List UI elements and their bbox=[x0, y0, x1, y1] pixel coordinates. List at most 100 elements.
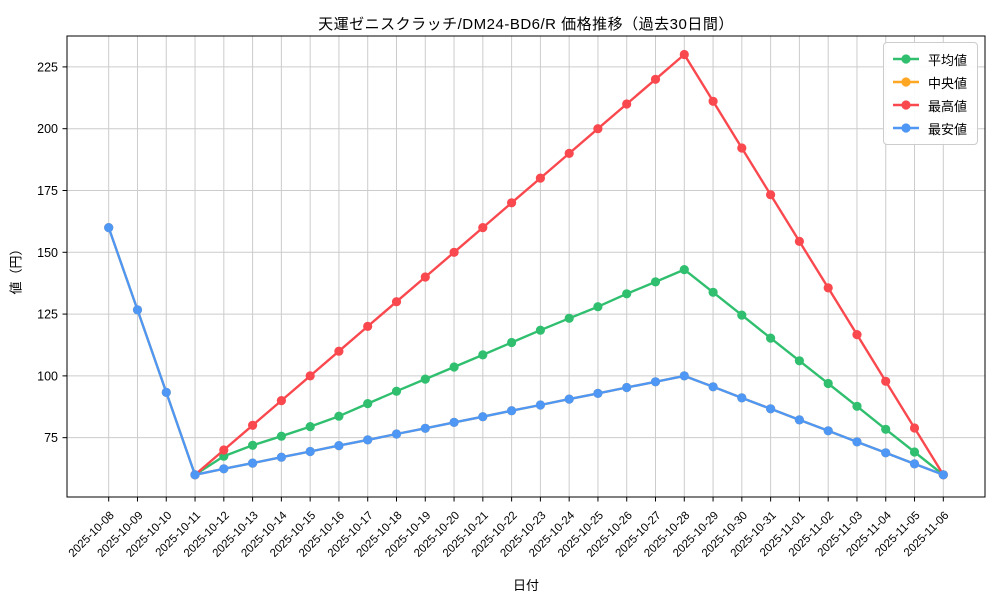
data-point-最高値 bbox=[737, 143, 747, 153]
data-point-平均値 bbox=[593, 302, 603, 312]
y-tick-label: 75 bbox=[44, 431, 58, 445]
data-point-最高値 bbox=[420, 272, 430, 282]
data-point-最安値 bbox=[679, 371, 689, 381]
data-point-平均値 bbox=[478, 350, 488, 360]
data-point-最高値 bbox=[391, 297, 402, 307]
data-point-最安値 bbox=[766, 404, 776, 414]
data-point-最安値 bbox=[650, 377, 661, 387]
data-point-最高値 bbox=[305, 371, 315, 381]
data-point-平均値 bbox=[852, 401, 862, 411]
legend-item-max[interactable]: 最高値 bbox=[891, 94, 967, 116]
data-point-最高値 bbox=[794, 236, 805, 246]
data-point-最高値 bbox=[535, 173, 546, 183]
data-point-最安値 bbox=[104, 223, 114, 233]
legend: 平均値 中央値 最高値 最安値 bbox=[882, 42, 978, 145]
data-point-最高値 bbox=[708, 96, 718, 106]
legend-item-average[interactable]: 平均値 bbox=[891, 48, 967, 70]
data-point-平均値 bbox=[507, 337, 517, 348]
data-point-平均値 bbox=[564, 313, 574, 323]
legend-label: 中央値 bbox=[927, 75, 967, 91]
legend-label: 平均値 bbox=[927, 52, 967, 68]
data-point-最安値 bbox=[708, 382, 718, 392]
y-tick-label: 175 bbox=[37, 184, 58, 198]
data-point-最安値 bbox=[363, 435, 373, 445]
data-point-最安値 bbox=[881, 448, 891, 458]
data-point-平均値 bbox=[650, 277, 661, 287]
data-point-平均値 bbox=[363, 399, 373, 409]
data-point-最安値 bbox=[622, 382, 632, 393]
data-point-平均値 bbox=[823, 378, 833, 389]
data-point-平均値 bbox=[305, 422, 315, 432]
data-point-平均値 bbox=[535, 325, 546, 335]
legend-label: 最安値 bbox=[927, 121, 967, 137]
data-point-最高値 bbox=[276, 396, 286, 406]
data-point-最高値 bbox=[823, 283, 833, 293]
data-point-平均値 bbox=[622, 289, 632, 299]
data-point-最安値 bbox=[276, 452, 286, 462]
data-point-平均値 bbox=[881, 424, 891, 434]
y-tick-label: 225 bbox=[37, 60, 58, 74]
data-point-最安値 bbox=[852, 437, 862, 447]
data-point-最高値 bbox=[593, 124, 603, 134]
y-axis-label: 値（円） bbox=[8, 242, 24, 295]
data-point-最安値 bbox=[564, 394, 574, 404]
data-point-最高値 bbox=[909, 423, 920, 433]
chart-title: 天運ゼニスクラッチ/DM24-BD6/R 価格推移（過去30日間） bbox=[318, 16, 734, 33]
data-point-最高値 bbox=[679, 49, 689, 60]
data-point-平均値 bbox=[449, 362, 459, 372]
data-point-最高値 bbox=[622, 99, 632, 109]
legend-marker-average-icon bbox=[892, 54, 919, 64]
legend-marker-max-icon bbox=[892, 100, 919, 110]
data-point-平均値 bbox=[679, 265, 689, 275]
data-point-最安値 bbox=[593, 388, 603, 398]
data-point-平均値 bbox=[334, 411, 344, 421]
y-tick-label: 150 bbox=[37, 246, 58, 260]
legend-item-min[interactable]: 最安値 bbox=[891, 117, 967, 139]
data-point-最高値 bbox=[881, 376, 891, 386]
data-point-平均値 bbox=[737, 310, 747, 320]
series-line-最安値 bbox=[107, 227, 944, 476]
data-point-最安値 bbox=[449, 417, 459, 427]
data-point-最高値 bbox=[363, 321, 373, 331]
data-point-最高値 bbox=[334, 346, 344, 356]
data-point-最安値 bbox=[190, 470, 200, 480]
data-point-最安値 bbox=[909, 459, 920, 469]
data-point-最高値 bbox=[478, 223, 488, 233]
legend-item-median[interactable]: 中央値 bbox=[891, 71, 967, 93]
data-point-最安値 bbox=[132, 305, 143, 315]
data-point-最安値 bbox=[391, 429, 402, 439]
y-tick-label: 125 bbox=[37, 308, 58, 322]
data-point-最高値 bbox=[248, 420, 258, 430]
x-axis-label: 日付 bbox=[512, 578, 539, 593]
legend-marker-min-icon bbox=[892, 123, 919, 133]
data-point-最安値 bbox=[507, 406, 517, 416]
y-tick-label: 100 bbox=[37, 369, 58, 383]
data-point-最安値 bbox=[938, 470, 948, 480]
data-point-最安値 bbox=[161, 387, 171, 397]
data-point-最安値 bbox=[737, 393, 747, 403]
data-point-最高値 bbox=[766, 190, 776, 200]
data-point-平均値 bbox=[708, 287, 718, 297]
data-point-最安値 bbox=[535, 400, 546, 410]
data-point-最安値 bbox=[248, 458, 258, 468]
data-point-最高値 bbox=[852, 330, 862, 340]
data-point-最安値 bbox=[478, 412, 488, 422]
data-point-最高値 bbox=[449, 247, 459, 257]
data-point-最高値 bbox=[650, 74, 661, 84]
legend-marker-median-icon bbox=[892, 77, 919, 87]
data-point-最安値 bbox=[305, 446, 315, 457]
data-point-最高値 bbox=[564, 148, 574, 158]
data-point-最安値 bbox=[334, 441, 344, 451]
y-tick-label: 200 bbox=[37, 122, 58, 136]
plot-frame bbox=[66, 35, 986, 498]
data-point-平均値 bbox=[276, 431, 286, 441]
data-point-平均値 bbox=[794, 356, 805, 366]
data-point-最高値 bbox=[219, 445, 229, 455]
data-point-最安値 bbox=[420, 423, 430, 433]
data-point-最高値 bbox=[507, 198, 517, 208]
legend-label: 最高値 bbox=[927, 98, 967, 114]
data-point-平均値 bbox=[391, 386, 402, 396]
data-point-平均値 bbox=[766, 333, 776, 343]
